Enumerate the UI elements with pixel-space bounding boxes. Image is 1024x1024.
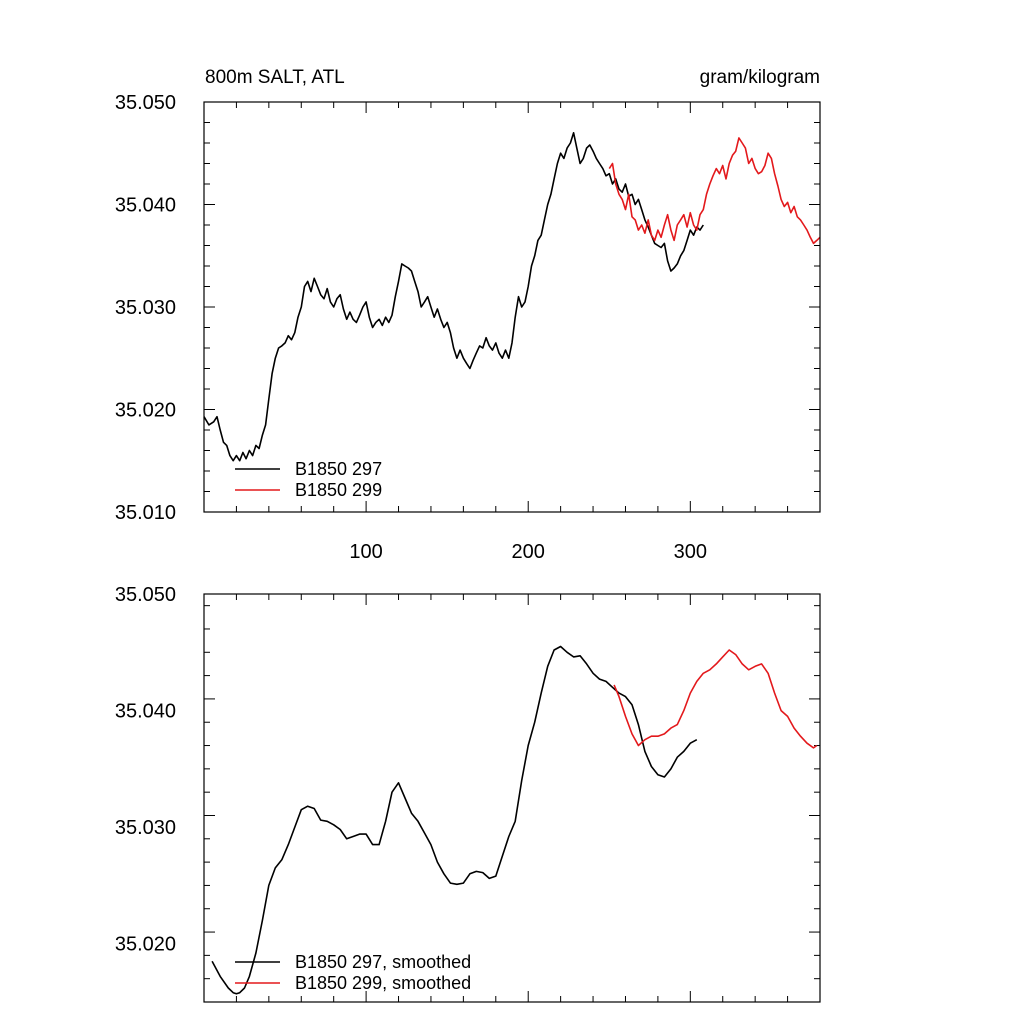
bottom-axes: 35.020 35.030 35.040 35.050 xyxy=(115,584,820,1003)
bottom-series-line-b1850-299-smoothed xyxy=(613,649,818,749)
top-series-line-b1850-299 xyxy=(608,137,821,245)
top-x-tick-label: 100 xyxy=(349,541,382,563)
top-series xyxy=(203,132,821,462)
top-y-tick-label: 35.020 xyxy=(115,400,176,422)
legend-label-b1850-299-smoothed: B1850 299, smoothed xyxy=(295,973,471,993)
legend-label-b1850-299: B1850 299 xyxy=(295,480,382,500)
bottom-legend: B1850 297, smoothed B1850 299, smoothed xyxy=(235,952,471,993)
top-x-tick-label: 200 xyxy=(512,541,545,563)
top-plot-frame xyxy=(203,101,821,513)
top-series-line-b1850-297 xyxy=(203,132,704,462)
bottom-panel: 35.020 35.030 35.040 35.050 B1850 297, smoo… xyxy=(115,584,821,1003)
legend-label-b1850-297-smoothed: B1850 297, smoothed xyxy=(295,952,471,972)
top-axes: 100 200 300 35.010 35.020 35.030 35.040 35.050 xyxy=(115,92,820,563)
legend-label-b1850-297: B1850 297 xyxy=(295,459,382,479)
top-legend: B1850 297 B1850 299 xyxy=(235,459,382,500)
bottom-y-tick-label: 35.020 xyxy=(115,934,176,956)
top-x-tick-label: 300 xyxy=(674,541,707,563)
bottom-y-tick-label: 35.050 xyxy=(115,584,176,606)
bottom-series-line-b1850-297-smoothed xyxy=(211,645,698,995)
bottom-plot-frame xyxy=(203,593,821,1003)
units-label: gram/kilogram xyxy=(700,67,820,88)
bottom-series xyxy=(211,645,818,995)
top-y-tick-label: 35.030 xyxy=(115,297,176,319)
top-panel: 800m SALT, ATL gram/kilogram 100 200 300 35… xyxy=(115,67,821,563)
top-y-tick-label: 35.010 xyxy=(115,502,176,524)
bottom-y-tick-label: 35.030 xyxy=(115,817,176,839)
panel-title: 800m SALT, ATL xyxy=(205,67,345,88)
top-y-tick-label: 35.050 xyxy=(115,92,176,114)
bottom-y-tick-label: 35.040 xyxy=(115,701,176,723)
top-y-tick-label: 35.040 xyxy=(115,195,176,217)
